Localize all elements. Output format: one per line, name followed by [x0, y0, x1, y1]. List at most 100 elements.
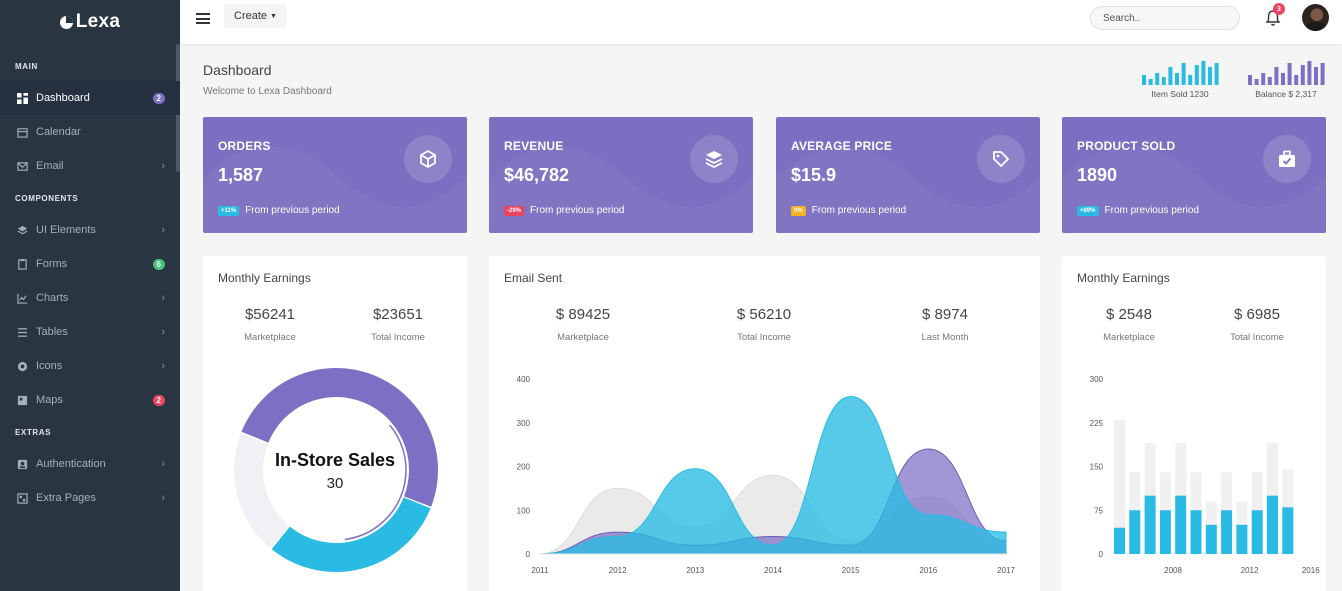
sidebar-item-tables[interactable]: Tables ›	[0, 315, 180, 349]
mini-bar	[1194, 65, 1199, 85]
mini-bar	[1188, 75, 1193, 85]
stat-change-badge: -29%	[504, 205, 525, 216]
sidebar-item-extra-pages[interactable]: Extra Pages ›	[0, 481, 180, 515]
mini-stat-items-sold: Item Sold 1230	[1139, 58, 1221, 104]
y-tick-label: 75	[1094, 506, 1103, 515]
sidebar-item-label: Tables	[36, 326, 68, 338]
metric-label: Total Income	[371, 332, 425, 343]
metric-marketplace: $56241 Marketplace	[225, 306, 315, 343]
mini-bar	[1208, 67, 1212, 85]
sidebar-item-email[interactable]: Email ›	[0, 149, 180, 183]
mini-bar	[1320, 63, 1325, 85]
mini-bar	[1294, 75, 1299, 85]
mini-bar	[1214, 63, 1219, 85]
bar-value	[1282, 507, 1294, 554]
stat-card-revenue: REVENUE $46,782 -29% From previous perio…	[489, 117, 753, 233]
area-series	[539, 395, 1007, 555]
user-avatar[interactable]	[1302, 4, 1329, 31]
stat-change-badge: 0%	[791, 205, 806, 216]
sidebar-item-icons[interactable]: Icons ›	[0, 349, 180, 383]
panel-monthly-earnings-donut: Monthly Earnings $56241 Marketplace $236…	[203, 256, 467, 591]
sidebar-badge: 2	[152, 92, 165, 104]
chevron-right-icon: ›	[161, 160, 165, 172]
sidebar-item-authentication[interactable]: Authentication ›	[0, 447, 180, 481]
create-dropdown-button[interactable]: Create ▼	[224, 4, 287, 28]
sidebar-item-dashboard[interactable]: Dashboard 2	[0, 81, 180, 115]
y-tick-label: 150	[1090, 463, 1104, 472]
x-tick-label: 2008	[1164, 566, 1182, 575]
sidebar-item-label: Dashboard	[36, 92, 90, 104]
chevron-right-icon: ›	[161, 360, 165, 372]
y-tick-label: 225	[1090, 419, 1104, 428]
card-wave-decoration	[776, 146, 1040, 233]
sidebar-item-label: Icons	[36, 360, 63, 372]
metric-value: $ 89425	[555, 306, 611, 323]
mini-bar	[1168, 67, 1173, 85]
tag-icon	[977, 135, 1025, 183]
sidebar-item-label: Email	[36, 160, 64, 172]
sidebar-item-forms[interactable]: Forms 6	[0, 247, 180, 281]
forms-icon	[16, 258, 28, 270]
sidebar-item-label: UI Elements	[36, 224, 96, 236]
menu-toggle-icon[interactable]	[196, 13, 210, 24]
sidebar-item-ui-elements[interactable]: UI Elements ›	[0, 213, 180, 247]
sidebar-item-label: Maps	[36, 394, 63, 406]
metric-label: Total Income	[1230, 332, 1284, 343]
stat-footer-text: From previous period	[1104, 205, 1199, 216]
bar-value	[1251, 510, 1263, 554]
x-tick-label: 2016	[1302, 566, 1320, 575]
logo-icon	[59, 15, 73, 29]
mini-bar-chart	[1248, 61, 1325, 85]
sidebar-item-calendar[interactable]: Calendar	[0, 115, 180, 149]
mini-bar	[1175, 73, 1179, 85]
brand-logo[interactable]: Lexa	[0, 0, 180, 44]
metric-label: Marketplace	[1103, 332, 1155, 343]
metric-value: $ 6985	[1234, 306, 1280, 323]
caret-down-icon: ▼	[270, 12, 277, 20]
bar-value	[1221, 510, 1233, 554]
metric-label: Marketplace	[244, 332, 296, 343]
donut-slice	[241, 367, 439, 507]
search-input[interactable]	[1103, 12, 1235, 24]
y-tick-label: 400	[517, 375, 531, 384]
metric-marketplace: $ 2548 Marketplace	[1084, 306, 1174, 343]
metric-value: $ 8974	[922, 306, 968, 323]
panel-title: Email Sent	[504, 271, 563, 285]
sidebar-item-label: Authentication	[36, 458, 106, 470]
metric-value: $56241	[244, 306, 296, 323]
chevron-right-icon: ›	[161, 326, 165, 338]
mini-bar	[1281, 73, 1285, 85]
metric-label: Total Income	[737, 332, 791, 343]
bar-value	[1267, 495, 1278, 554]
sidebar-item-maps[interactable]: Maps 2	[0, 383, 180, 417]
sidebar-item-label: Charts	[36, 292, 69, 304]
stat-title: REVENUE	[504, 139, 564, 153]
mini-stat-balance: Balance $ 2,317	[1245, 58, 1327, 104]
area-chart: 0 100 200 300 400 2011 2012 2013 2014 2015 2016 201…	[517, 375, 1016, 575]
mini-bar	[1148, 79, 1153, 85]
page-subtitle: Welcome to Lexa Dashboard	[203, 86, 332, 97]
cube-icon	[404, 135, 452, 183]
create-label: Create	[234, 10, 268, 22]
y-tick-label: 200	[517, 463, 531, 472]
sidebar-item-label: Extra Pages	[36, 492, 96, 504]
y-tick-label: 0	[526, 550, 531, 559]
donut-slice	[234, 433, 290, 549]
donut-slice	[271, 497, 431, 572]
metric-value: $23651	[372, 306, 424, 323]
icons-icon	[16, 360, 28, 372]
stat-card-orders: ORDERS 1,587 +11% From previous period	[203, 117, 467, 233]
mini-bar	[1155, 73, 1160, 85]
stack-icon	[690, 135, 738, 183]
stat-footer: +89% From previous period	[1077, 205, 1199, 216]
sidebar-item-charts[interactable]: Charts ›	[0, 281, 180, 315]
sidebar-badge: 2	[152, 394, 165, 406]
briefcase-check-icon	[1263, 135, 1311, 183]
metric-value: $ 2548	[1106, 306, 1152, 323]
stat-title: ORDERS	[218, 139, 271, 153]
mini-bar	[1248, 75, 1252, 85]
bar-value	[1114, 527, 1125, 554]
bar-background	[1114, 419, 1125, 554]
topbar: Create ▼ 3	[180, 0, 1342, 44]
dashboard-icon	[16, 92, 28, 104]
